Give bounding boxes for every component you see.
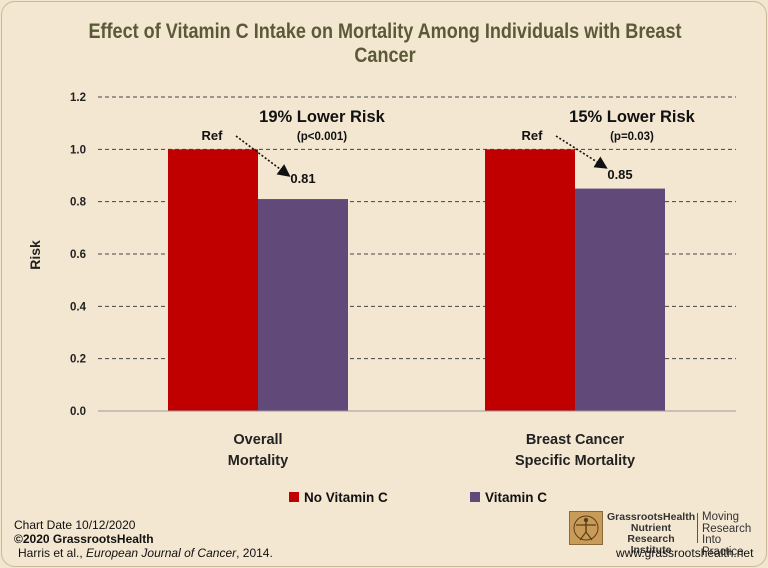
y-tick-label: 0.6 [70, 249, 86, 261]
vitruvian-man-icon [569, 511, 603, 545]
legend-swatch-vitamin-c [470, 492, 480, 502]
chart-plot: 0.0 0.2 0.4 0.6 0.8 1.0 1.2 Risk Overall Morta… [27, 92, 736, 502]
chart-title: Effect of Vitamin C Intake on Mortality … [88, 20, 682, 67]
y-axis-label: Risk [27, 240, 43, 270]
chart-date: Chart Date 10/12/2020 [14, 518, 136, 532]
annotation-ref-overall: Ref [202, 128, 224, 143]
bar-no-vitamin-c-breast-cancer [485, 149, 575, 412]
category-label-breast-line1: Breast Cancer [526, 432, 625, 448]
citation-journal: European Journal of Cancer [86, 546, 237, 560]
bar-no-vitamin-c-overall [168, 149, 258, 412]
logo-divider [697, 513, 698, 543]
category-label-breast-line2: Specific Mortality [515, 453, 635, 469]
grassrootshealth-logo: GrassrootsHealth Nutrient Research Insti… [569, 511, 766, 557]
y-tick-label: 1.2 [70, 92, 86, 104]
annotation-ref-breast: Ref [522, 128, 544, 143]
annotation-pvalue-overall: (p<0.001) [297, 131, 347, 143]
y-tick-label: 0.4 [70, 301, 87, 313]
annotation-arrow-breast [555, 135, 608, 169]
annotation-pvalue-breast: (p=0.03) [610, 131, 654, 143]
annotation-value-breast: 0.85 [607, 167, 632, 182]
y-tick-label: 0.8 [70, 197, 87, 209]
logo-tagline: Moving Research Into Practice [702, 511, 752, 558]
legend-label-no-vitamin-c: No Vitamin C [304, 490, 388, 502]
copyright: ©2020 GrassrootsHealth [14, 532, 154, 546]
category-label-overall-line1: Overall [233, 432, 282, 448]
logo-name: GrassrootsHealth Nutrient Research Insti… [607, 511, 696, 556]
bar-vitamin-c-breast-cancer [575, 188, 665, 411]
legend-swatch-no-vitamin-c [289, 492, 299, 502]
website-url: www.grassrootshealth.net [616, 546, 754, 560]
category-label-overall-line2: Mortality [228, 453, 288, 469]
citation-authors: Harris et al., [18, 546, 87, 560]
bar-vitamin-c-overall [258, 199, 348, 411]
annotation-lower-risk-breast: 15% Lower Risk [569, 108, 695, 126]
legend-label-vitamin-c: Vitamin C [485, 490, 547, 502]
citation: Harris et al., European Journal of Cance… [18, 546, 273, 560]
annotation-arrow-overall [235, 135, 291, 177]
y-tick-label: 0.2 [70, 354, 86, 366]
y-tick-label: 0.0 [70, 406, 86, 418]
y-tick-label: 1.0 [70, 144, 86, 156]
citation-year: , 2014. [236, 546, 273, 560]
annotation-lower-risk-overall: 19% Lower Risk [259, 108, 385, 126]
annotation-value-overall: 0.81 [290, 171, 315, 186]
